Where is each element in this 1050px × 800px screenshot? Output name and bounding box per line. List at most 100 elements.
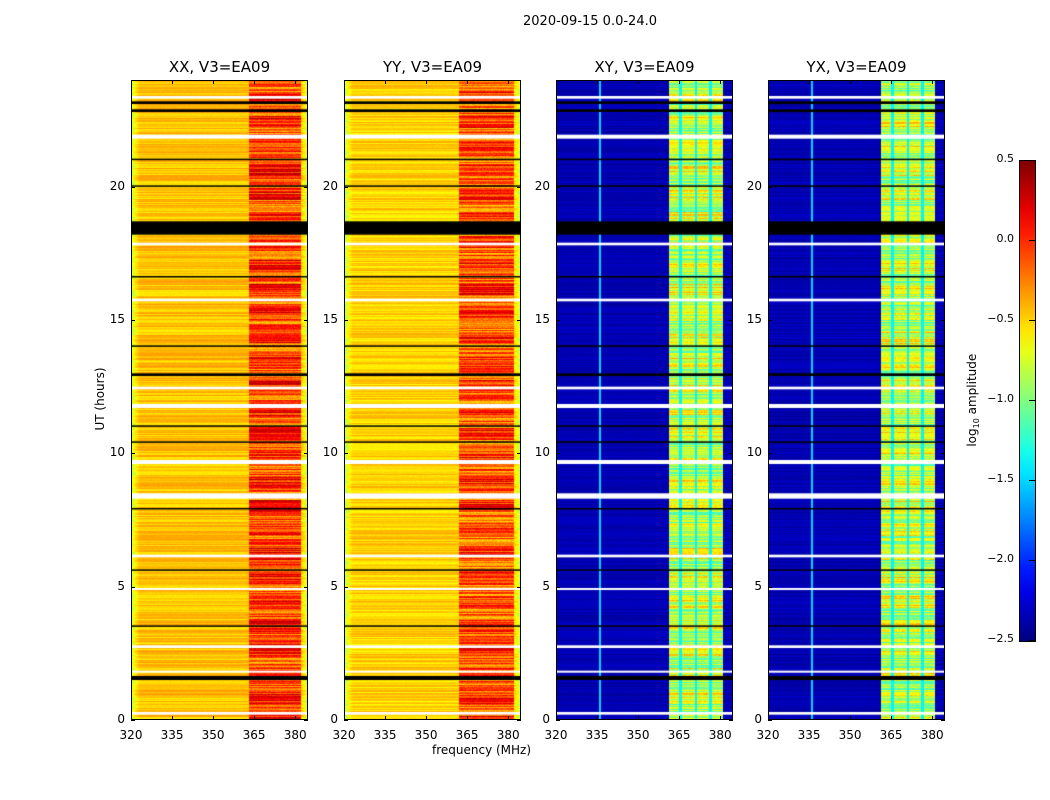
y-tick-mark	[768, 453, 772, 455]
y-tick-mark	[941, 586, 945, 588]
colorbar-tick-label: −2.5	[987, 632, 1014, 645]
y-tick-mark	[344, 720, 348, 721]
x-tick-label: 335	[373, 728, 397, 742]
y-tick-mark	[768, 320, 772, 321]
heatmap-xx	[131, 80, 308, 720]
y-tick-mark	[517, 720, 521, 721]
x-tick-mark	[131, 80, 132, 84]
colorbar-tick-label: −0.5	[987, 312, 1014, 325]
x-tick-mark	[172, 716, 174, 720]
y-tick-mark	[131, 186, 135, 188]
y-axis-label: UT (hours)	[93, 367, 107, 431]
panel-yy: YY, V3=EA09 320 335 350 365 380 0 5 10 15 20	[323, 58, 521, 742]
y-tick-label: 10	[746, 445, 762, 460]
x-tick-mark	[720, 80, 722, 84]
x-tick-mark	[679, 80, 681, 84]
x-tick-mark	[850, 80, 852, 84]
colorbar	[1019, 160, 1036, 642]
x-tick-mark	[131, 716, 132, 720]
y-tick-mark	[941, 720, 945, 721]
x-tick-label: 320	[119, 728, 143, 742]
colorbar-tick-mark	[1029, 240, 1035, 241]
panel-title: YX, V3=EA09	[806, 58, 907, 76]
colorbar-tick-label: −2.0	[987, 552, 1014, 565]
x-tick-label: 335	[797, 728, 821, 742]
y-tick-label: 0	[542, 712, 550, 726]
y-tick-mark	[941, 186, 945, 188]
x-tick-mark	[172, 80, 174, 84]
x-tick-label: 350	[838, 728, 862, 742]
x-tick-label: 350	[414, 728, 438, 742]
y-tick-label: 15	[746, 312, 762, 326]
x-tick-mark	[213, 716, 215, 720]
x-tick-mark	[891, 80, 893, 84]
y-tick-mark	[729, 586, 733, 588]
x-tick-mark	[254, 80, 256, 84]
plot-frame	[556, 80, 733, 720]
y-tick-label: 5	[754, 578, 762, 593]
y-tick-mark	[556, 586, 560, 588]
y-tick-mark	[517, 453, 521, 455]
colorbar-tick-mark	[1029, 320, 1035, 321]
plot-frame	[344, 80, 521, 720]
x-tick-mark	[638, 80, 640, 84]
x-tick-label: 350	[626, 728, 650, 742]
x-tick-mark	[254, 716, 256, 720]
x-tick-mark	[295, 80, 297, 84]
x-tick-label: 365	[455, 728, 479, 742]
y-tick-mark	[556, 186, 560, 188]
y-tick-mark	[941, 453, 945, 455]
x-tick-label: 380	[708, 728, 732, 742]
x-tick-mark	[768, 716, 769, 720]
x-axis-label: frequency (MHz)	[432, 743, 532, 757]
y-tick-mark	[729, 320, 733, 321]
x-tick-label: 335	[585, 728, 609, 742]
colorbar-tick-mark	[1029, 560, 1035, 561]
x-tick-label: 350	[201, 728, 225, 742]
x-tick-mark	[426, 716, 428, 720]
panel-yx: YX, V3=EA09 320 335 350 365 380 0 5 10 15 20	[747, 58, 945, 742]
x-tick-mark	[891, 716, 893, 720]
x-tick-label: 380	[920, 728, 944, 742]
y-tick-label: 20	[109, 178, 125, 193]
y-tick-mark	[556, 720, 560, 721]
colorbar-tick-label: −1.0	[987, 392, 1014, 405]
y-tick-mark	[344, 586, 348, 588]
x-tick-mark	[638, 716, 640, 720]
y-tick-label: 10	[322, 445, 338, 460]
y-tick-mark	[768, 720, 772, 721]
x-tick-label: 320	[756, 728, 780, 742]
x-tick-mark	[426, 80, 428, 84]
x-tick-mark	[556, 80, 557, 84]
colorbar-tick-label: −1.5	[987, 472, 1014, 485]
x-tick-mark	[932, 80, 934, 84]
x-tick-label: 320	[544, 728, 568, 742]
figure-title: 2020-09-15 0.0-24.0	[523, 14, 657, 29]
x-tick-mark	[295, 716, 297, 720]
y-tick-label: 15	[322, 312, 338, 326]
y-tick-mark	[131, 586, 135, 588]
y-tick-label: 5	[330, 578, 338, 593]
x-tick-mark	[720, 716, 722, 720]
y-tick-mark	[729, 453, 733, 455]
y-tick-mark	[304, 320, 308, 321]
panel-title: YY, V3=EA09	[382, 58, 483, 76]
y-tick-mark	[517, 320, 521, 321]
x-tick-mark	[597, 80, 599, 84]
colorbar-tick-label: 0.5	[996, 152, 1015, 165]
y-tick-label: 20	[746, 178, 762, 193]
plot-frame	[768, 80, 945, 720]
x-tick-mark	[850, 716, 852, 720]
y-tick-label: 0	[754, 712, 762, 726]
y-tick-mark	[768, 586, 772, 588]
x-tick-label: 365	[242, 728, 266, 742]
y-tick-label: 15	[109, 312, 125, 326]
colorbar-tick-mark	[1029, 160, 1035, 161]
heatmap-yx	[768, 80, 945, 720]
x-tick-mark	[344, 80, 345, 84]
y-tick-mark	[344, 186, 348, 188]
y-tick-mark	[131, 320, 135, 321]
y-tick-label: 5	[542, 578, 550, 593]
y-tick-mark	[729, 720, 733, 721]
